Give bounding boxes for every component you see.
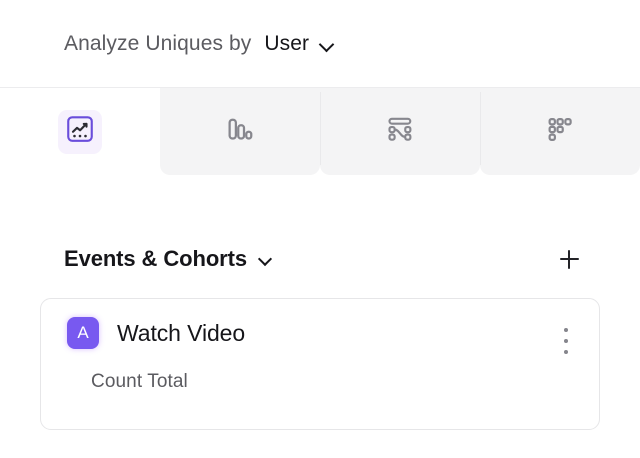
events-cohorts-toggle[interactable]: Events & Cohorts	[64, 246, 274, 272]
tab-journeys[interactable]	[320, 88, 480, 175]
event-measure[interactable]: Count Total	[91, 371, 188, 392]
kebab-dot	[563, 328, 569, 333]
tab-funnels[interactable]	[160, 88, 320, 175]
report-type-tabbar	[0, 88, 640, 175]
tab-icon-container	[58, 109, 102, 154]
bar-chart-icon	[225, 114, 255, 149]
kebab-menu-icon[interactable]	[555, 324, 577, 358]
events-list: A Watch Video Count Total	[0, 298, 640, 430]
flow-path-icon	[385, 114, 415, 149]
kebab-dot	[563, 338, 569, 344]
tab-icon-container	[538, 110, 582, 154]
kebab-dot	[563, 349, 569, 354]
chevron-down-icon	[259, 252, 274, 267]
event-card[interactable]: A Watch Video Count Total	[40, 298, 600, 430]
section-title: Events & Cohorts	[64, 246, 247, 271]
line-chart-icon	[65, 114, 95, 149]
analyze-label: Analyze Uniques by	[64, 31, 252, 55]
events-cohorts-section-header: Events & Cohorts	[0, 238, 640, 280]
analyze-by-value: User	[264, 31, 310, 55]
tab-icon-container	[378, 110, 422, 154]
analyze-by-dropdown[interactable]: User	[264, 32, 335, 56]
analyze-header: Analyze Uniques by User	[0, 0, 640, 88]
tab-retention[interactable]	[480, 88, 640, 175]
event-card-header: A Watch Video	[67, 317, 579, 349]
tab-icon-container	[218, 110, 262, 154]
dot-grid-icon	[545, 114, 575, 149]
event-name[interactable]: Watch Video	[117, 319, 246, 346]
event-badge: A	[67, 317, 99, 349]
plus-icon[interactable]	[554, 244, 584, 274]
chevron-down-icon	[319, 36, 335, 52]
tab-segmentation[interactable]	[0, 88, 160, 175]
